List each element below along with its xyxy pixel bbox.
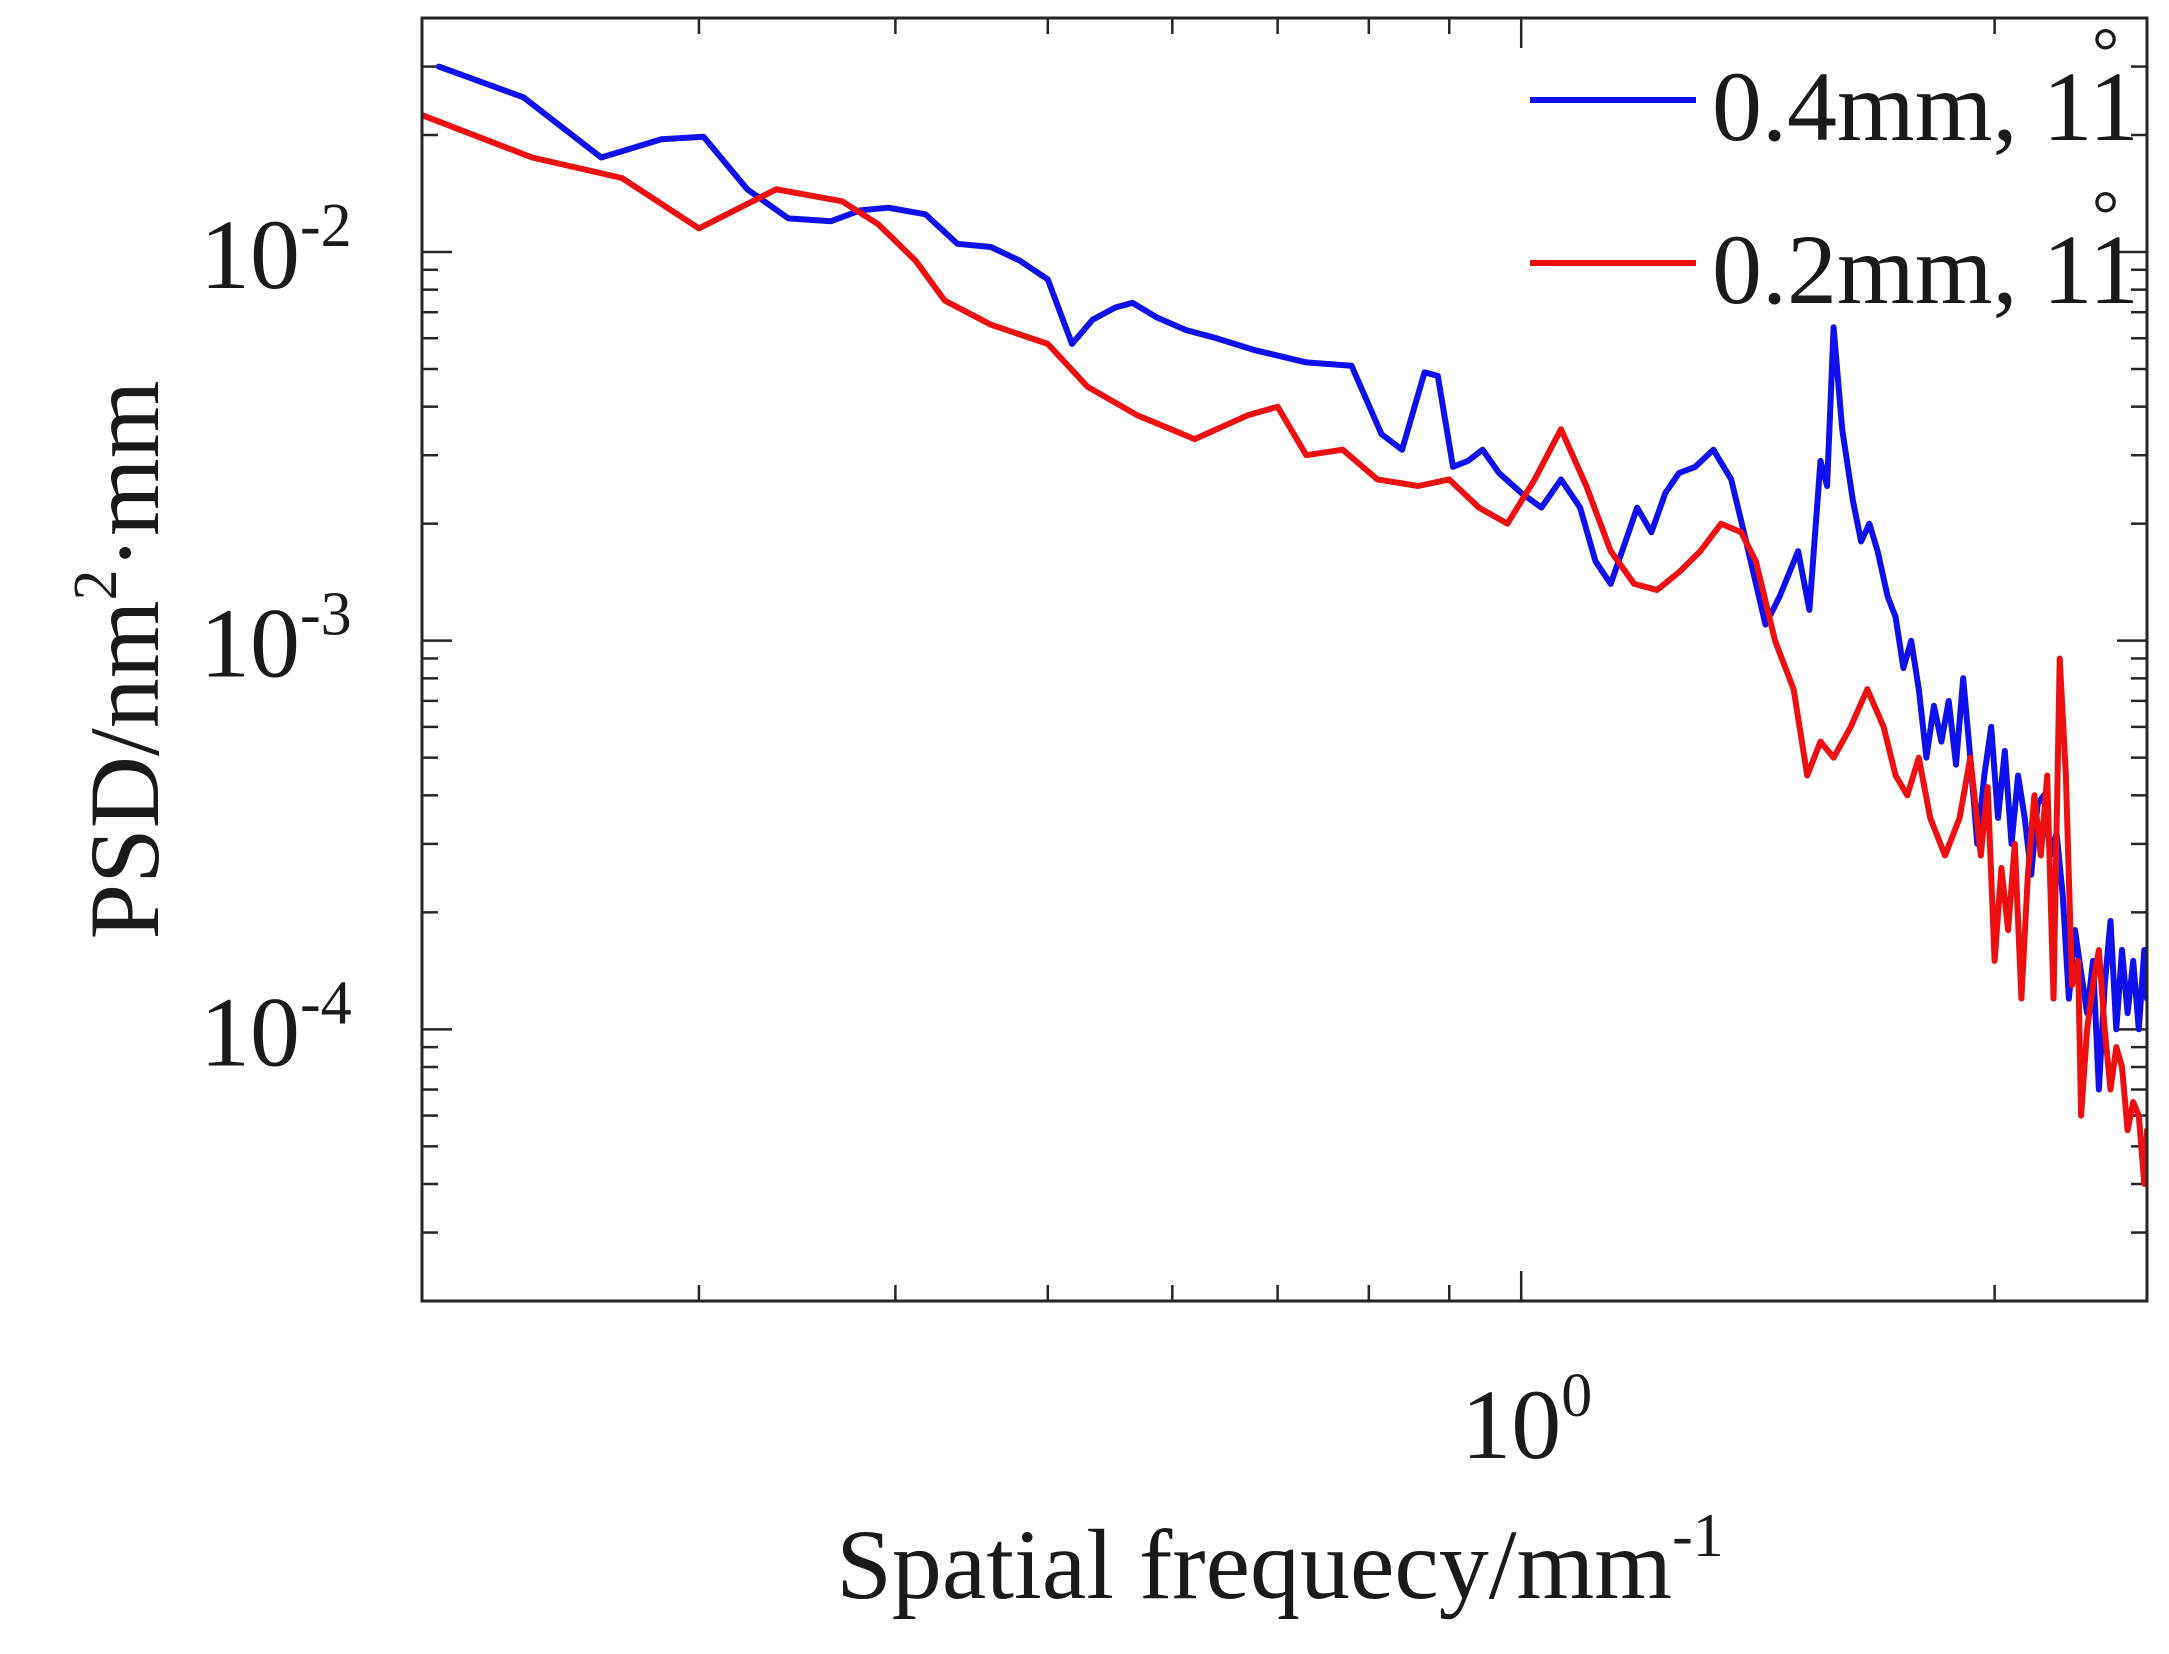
legend-degree-0: ° [2092, 13, 2119, 89]
legend: 0.4mm, 11°0.2mm, 11° [1530, 13, 2139, 325]
plot-frame [420, 16, 2149, 1303]
plot-background [422, 18, 2147, 1301]
tick-labels: 10-2 10-3 10-4 100 [200, 192, 1592, 1480]
series-line-0 [435, 63, 2147, 1093]
y-tick-label: 10-4 [200, 969, 352, 1087]
legend-label-0: 0.4mm, 11 [1712, 51, 2139, 162]
series-layer [422, 63, 2147, 1187]
x-tick-label: 100 [1461, 1362, 1592, 1480]
x-axis-label: Spatial frequecy/mm-1 [836, 1502, 1724, 1620]
series-line-1 [422, 112, 2147, 1187]
y-tick-label: 10-2 [200, 192, 352, 310]
y-tick-label: 10-3 [200, 581, 352, 699]
legend-label-1: 0.2mm, 11 [1712, 214, 2139, 325]
y-axis-label: PSD/nm2·mm [62, 381, 180, 940]
legend-degree-1: ° [2092, 176, 2119, 252]
